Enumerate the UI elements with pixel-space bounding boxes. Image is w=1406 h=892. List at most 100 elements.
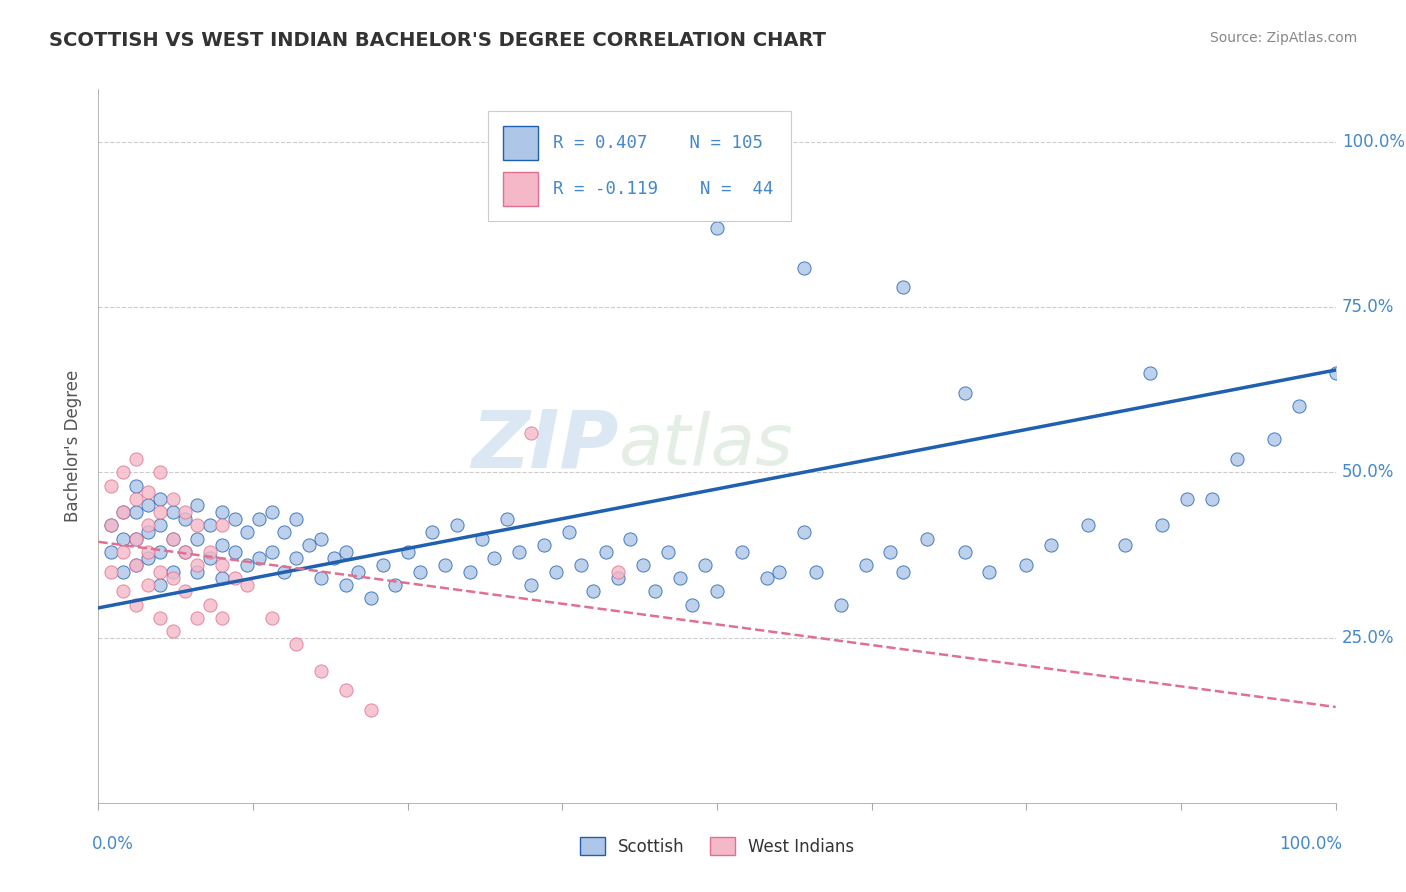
Point [136, 545, 159, 559]
Point [1040, 538, 1063, 552]
Point [273, 565, 295, 579]
Point [669, 571, 692, 585]
Point [186, 532, 208, 546]
Text: atlas: atlas [619, 411, 793, 481]
Point [396, 545, 419, 559]
Point [100, 518, 122, 533]
Point [706, 221, 728, 235]
Point [247, 511, 270, 525]
Point [285, 511, 308, 525]
Point [198, 518, 221, 533]
Point [546, 565, 568, 579]
Point [322, 551, 344, 566]
Point [273, 524, 295, 539]
Point [211, 611, 233, 625]
Point [681, 598, 703, 612]
Point [657, 545, 679, 559]
Point [162, 532, 184, 546]
Point [953, 545, 976, 559]
Point [569, 558, 592, 572]
Point [1226, 452, 1249, 467]
Point [384, 578, 406, 592]
Point [149, 518, 172, 533]
Point [360, 591, 382, 605]
Point [484, 551, 506, 566]
Point [309, 532, 332, 546]
Point [149, 545, 172, 559]
Point [285, 551, 308, 566]
Point [1324, 367, 1347, 381]
Point [149, 505, 172, 519]
Point [100, 565, 122, 579]
Point [186, 565, 208, 579]
Point [162, 491, 184, 506]
Point [162, 571, 184, 585]
Point [891, 565, 914, 579]
Point [755, 571, 778, 585]
Point [953, 386, 976, 401]
Point [1201, 491, 1223, 506]
Text: Source: ZipAtlas.com: Source: ZipAtlas.com [1209, 31, 1357, 45]
Point [198, 551, 221, 566]
Text: 100.0%: 100.0% [1279, 835, 1341, 853]
Point [211, 505, 233, 519]
Point [124, 491, 146, 506]
Text: SCOTTISH VS WEST INDIAN BACHELOR'S DEGREE CORRELATION CHART: SCOTTISH VS WEST INDIAN BACHELOR'S DEGRE… [49, 31, 827, 50]
Point [124, 478, 146, 492]
Point [162, 532, 184, 546]
Y-axis label: Bachelor's Degree: Bachelor's Degree [65, 370, 83, 522]
Point [136, 524, 159, 539]
Point [149, 565, 172, 579]
Point [731, 545, 754, 559]
Point [149, 491, 172, 506]
Point [409, 565, 432, 579]
Point [211, 571, 233, 585]
Point [124, 558, 146, 572]
Point [112, 565, 135, 579]
Point [595, 545, 617, 559]
Point [198, 545, 221, 559]
Point [422, 524, 444, 539]
Point [260, 505, 283, 519]
Text: ZIP: ZIP [471, 407, 619, 485]
Point [433, 558, 456, 572]
Point [174, 545, 197, 559]
FancyBboxPatch shape [503, 126, 537, 160]
Point [917, 532, 939, 546]
Point [174, 511, 197, 525]
Point [891, 280, 914, 294]
Point [236, 558, 259, 572]
FancyBboxPatch shape [503, 172, 537, 206]
Point [768, 565, 790, 579]
Point [124, 452, 146, 467]
Point [211, 558, 233, 572]
Point [124, 598, 146, 612]
Point [335, 578, 357, 592]
Point [371, 558, 394, 572]
Point [335, 683, 357, 698]
Point [607, 571, 630, 585]
Text: 75.0%: 75.0% [1341, 298, 1395, 317]
Point [186, 558, 208, 572]
Point [112, 505, 135, 519]
Point [260, 611, 283, 625]
Point [162, 505, 184, 519]
Point [520, 425, 543, 440]
Point [644, 584, 666, 599]
Point [693, 558, 716, 572]
Point [1015, 558, 1038, 572]
Point [582, 584, 605, 599]
Point [100, 518, 122, 533]
Legend: Scottish, West Indians: Scottish, West Indians [574, 830, 860, 863]
Point [855, 558, 877, 572]
Point [793, 524, 815, 539]
Point [347, 565, 370, 579]
Point [112, 532, 135, 546]
Point [1263, 433, 1285, 447]
Point [879, 545, 901, 559]
Point [124, 505, 146, 519]
Point [112, 505, 135, 519]
Point [508, 545, 530, 559]
Point [224, 545, 246, 559]
Point [360, 703, 382, 717]
